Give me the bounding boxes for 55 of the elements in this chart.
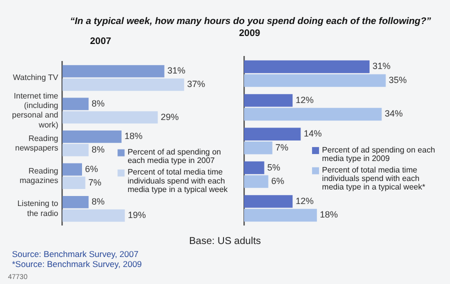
- bar: [244, 142, 272, 154]
- legend-label: Percent of ad spending on each media type in 2009: [322, 145, 436, 163]
- bar: [62, 144, 89, 156]
- bar: [244, 175, 268, 188]
- text: “In a typical week, how many hours do you spend doing each of the following?”: [70, 16, 432, 27]
- bar: [244, 74, 386, 87]
- data-label: 18%: [124, 131, 143, 142]
- data-label: 8%: [92, 196, 105, 207]
- bar: [244, 108, 382, 121]
- data-label: 29%: [160, 112, 179, 122]
- data-label: 7%: [88, 177, 102, 188]
- data-label: 34%: [384, 108, 403, 119]
- legend-label: Percent of ad spending on each media type in 2007: [128, 148, 221, 166]
- data-label: 12%: [296, 94, 314, 105]
- data-label: 7%: [275, 142, 288, 152]
- data-label: 12%: [296, 196, 314, 206]
- bar: [62, 98, 89, 110]
- data-label: 31%: [372, 61, 391, 72]
- bar: [62, 111, 158, 124]
- y-tick-label: Reading newspapers: [15, 134, 58, 152]
- bar: [62, 209, 125, 222]
- bar: [62, 196, 89, 208]
- text: Base: US adults: [188, 236, 262, 247]
- data-label: 6%: [271, 176, 284, 186]
- y-tick-label: Internet time (including personal and work): [12, 91, 59, 130]
- y-tick-label: Reading magazines: [20, 166, 58, 186]
- source-note: Source: Benchmark Survey, 2007: [12, 249, 140, 259]
- bar: [62, 78, 184, 91]
- data-label: 14%: [304, 128, 322, 139]
- data-label: 35%: [388, 75, 407, 86]
- y-tick-label: Listening to the radio: [17, 199, 59, 218]
- data-label: 6%: [85, 164, 98, 174]
- legend-label: Percent of total media time individuals spend with each media type in a typical week: [128, 168, 229, 194]
- bar: [62, 130, 122, 143]
- bar: [244, 208, 317, 222]
- data-label: 5%: [267, 162, 280, 172]
- bar: [62, 65, 164, 78]
- data-label: 37%: [187, 79, 206, 90]
- bar: [244, 94, 293, 107]
- bar: [244, 128, 301, 140]
- data-label: 31%: [167, 66, 186, 76]
- y-tick-label: Watching TV: [12, 73, 59, 82]
- data-label: 8%: [92, 144, 105, 155]
- bar: [244, 161, 264, 174]
- data-label: 18%: [320, 210, 338, 220]
- chart-title: 2009: [239, 28, 260, 39]
- bar: [244, 195, 293, 208]
- data-label: 8%: [92, 98, 105, 108]
- bar: [62, 163, 82, 176]
- text: *Source: Benchmark Survey, 2009: [12, 259, 143, 269]
- data-label: 19%: [128, 210, 146, 220]
- legend-label: Percent of total media time individuals spend with each media type in a typical week*: [322, 165, 426, 192]
- bar: [62, 176, 86, 189]
- bar: [244, 60, 370, 74]
- chart-subtitle: 2007: [90, 36, 112, 47]
